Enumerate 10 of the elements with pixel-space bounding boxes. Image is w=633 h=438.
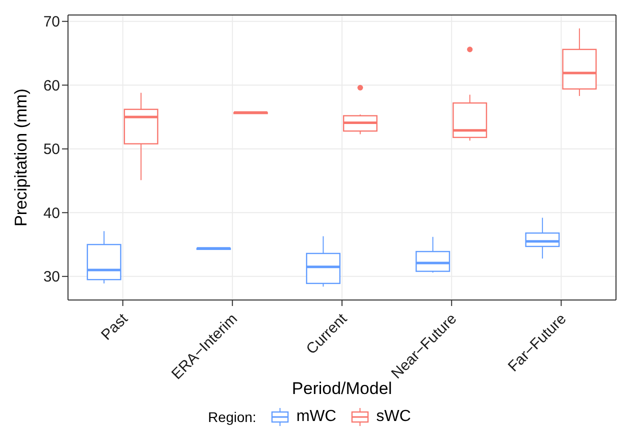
legend-label: mWC: [295, 407, 336, 427]
y-tick-label: 60: [43, 77, 60, 94]
legend-label: sWC: [375, 407, 411, 427]
x-axis-title: Period/Model: [292, 379, 392, 398]
y-tick-label: 40: [43, 204, 60, 222]
y-tick-label: 50: [43, 141, 60, 158]
legend-title: Region:: [208, 409, 256, 425]
y-axis-title: Precipitation (mm): [11, 88, 30, 226]
y-tick-label: 70: [43, 14, 60, 31]
y-tick-label: 30: [43, 268, 60, 286]
